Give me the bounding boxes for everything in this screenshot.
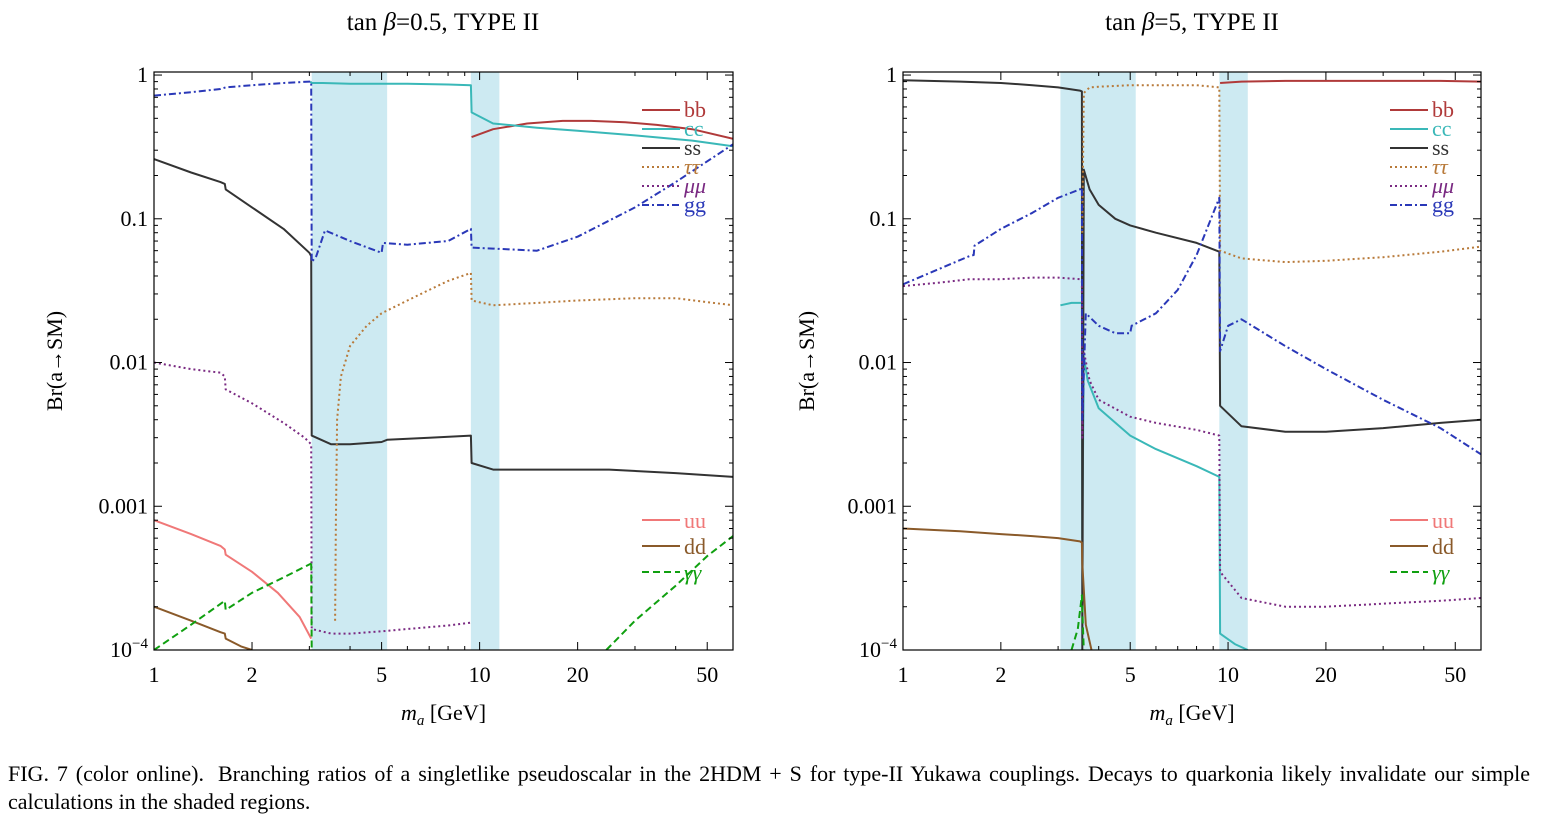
y-tick-exponent: −4 xyxy=(881,636,897,652)
x-tick-label: 1 xyxy=(898,662,909,687)
caption-label: FIG. 7 (color online). xyxy=(8,761,204,786)
series-line-cc xyxy=(309,80,733,148)
legend-label-cc: cc xyxy=(684,116,704,141)
x-tick-label: 10 xyxy=(469,662,491,687)
y-axis-label: Br(a→SM) xyxy=(42,311,67,411)
series-line-ss xyxy=(903,79,1481,650)
y-tick-label: 0.01 xyxy=(859,350,898,375)
shaded-region xyxy=(470,72,500,650)
series-line-dd xyxy=(903,527,1093,650)
legend-label-cc: cc xyxy=(1432,116,1452,141)
title-part: tan xyxy=(1105,9,1142,36)
series-line-gammagamma xyxy=(605,535,733,650)
x-axis-label: ma [GeV] xyxy=(1149,700,1234,729)
y-tick-exponent: −4 xyxy=(132,636,148,652)
xlabel-unit: [GeV] xyxy=(1173,700,1235,725)
xlabel-subscript: a xyxy=(1165,713,1173,729)
legend-label-gammagamma: γγ xyxy=(1432,560,1451,585)
series-line-bb xyxy=(1220,79,1481,84)
legend-label-ss: ss xyxy=(1432,135,1449,160)
y-tick-base: 10 xyxy=(110,637,132,662)
figure-caption: FIG. 7 (color online). Branching ratios o… xyxy=(8,760,1530,816)
series-line-uu xyxy=(154,519,313,640)
x-tick-label: 50 xyxy=(1444,662,1466,687)
series-group xyxy=(154,80,733,650)
legend-label-uu: uu xyxy=(684,508,706,533)
shaded-region xyxy=(1060,72,1136,650)
legend-label-mumu: μμ xyxy=(1431,173,1454,198)
legend-label-gg: gg xyxy=(684,192,706,217)
x-tick-label: 10 xyxy=(1217,662,1239,687)
legend-label-tautau: ττ xyxy=(1432,154,1449,179)
series-line-gammagamma xyxy=(1070,594,1085,650)
tick-marks xyxy=(902,72,1482,651)
x-tick-label: 1 xyxy=(149,662,160,687)
y-tick-label: 10−4 xyxy=(110,636,148,662)
chart-title: tan β=0.5, TYPE II xyxy=(347,9,540,36)
series-line-dd xyxy=(154,605,253,650)
x-tick-label: 5 xyxy=(1125,662,1136,687)
shaded-region xyxy=(1219,72,1248,650)
y-tick-label: 0.001 xyxy=(99,493,149,518)
x-tick-label: 2 xyxy=(995,662,1006,687)
legend-label-gammagamma: γγ xyxy=(684,560,703,585)
y-tick-label: 0.01 xyxy=(110,350,149,375)
title-part: =5, TYPE II xyxy=(1154,9,1279,36)
xlabel-unit: [GeV] xyxy=(424,700,486,725)
y-axis-label: Br(a→SM) xyxy=(794,311,819,411)
title-beta: β xyxy=(383,9,397,36)
series-line-gammagamma xyxy=(154,562,312,650)
title-part: tan xyxy=(347,9,384,36)
x-tick-label: 5 xyxy=(376,662,387,687)
plot-frame xyxy=(902,71,1482,651)
series-line-gg xyxy=(154,80,733,264)
y-tick-label: 10−4 xyxy=(859,636,897,662)
series-line-gammagamma xyxy=(310,563,313,650)
x-tick-label: 50 xyxy=(696,662,718,687)
legend-label-bb: bb xyxy=(684,97,706,122)
xlabel-symbol: m xyxy=(401,700,417,725)
series-line-mumu xyxy=(903,276,1481,608)
y-tick-label: 0.1 xyxy=(870,206,898,231)
series-line-tautau xyxy=(1081,84,1481,264)
legend-label-gg: gg xyxy=(1432,192,1454,217)
caption-text: Branching ratios of a singletlike pseudo… xyxy=(8,761,1530,814)
title-beta: β xyxy=(1141,9,1155,36)
y-tick-label: 1 xyxy=(137,62,148,87)
series-line-ss xyxy=(154,158,733,478)
y-tick-label: 1 xyxy=(886,62,897,87)
y-tick-base: 10 xyxy=(859,637,881,662)
series-line-mumu xyxy=(154,361,472,635)
legend-label-bb: bb xyxy=(1432,97,1454,122)
x-tick-label: 2 xyxy=(247,662,258,687)
x-axis-label: ma [GeV] xyxy=(401,700,486,729)
legend-label-dd: dd xyxy=(1432,534,1454,559)
y-tick-label: 0.1 xyxy=(121,206,149,231)
legend-label-uu: uu xyxy=(1432,508,1454,533)
plot-frame xyxy=(153,71,734,651)
series-line-bb xyxy=(471,119,733,140)
x-tick-label: 20 xyxy=(1315,662,1337,687)
legend-label-dd: dd xyxy=(684,534,706,559)
series-group xyxy=(903,79,1481,650)
tick-marks xyxy=(153,72,734,651)
title-part: =0.5, TYPE II xyxy=(396,9,539,36)
x-tick-label: 20 xyxy=(567,662,589,687)
xlabel-symbol: m xyxy=(1149,700,1165,725)
shaded-region xyxy=(311,72,388,650)
y-tick-label: 0.001 xyxy=(848,493,898,518)
series-line-tautau xyxy=(334,271,733,621)
legend-label-tautau: ττ xyxy=(684,154,701,179)
series-line-gg xyxy=(903,186,1481,456)
legend-label-mumu: μμ xyxy=(683,173,706,198)
xlabel-subscript: a xyxy=(417,713,425,729)
legend-label-ss: ss xyxy=(684,135,701,160)
chart-title: tan β=5, TYPE II xyxy=(1105,9,1279,36)
